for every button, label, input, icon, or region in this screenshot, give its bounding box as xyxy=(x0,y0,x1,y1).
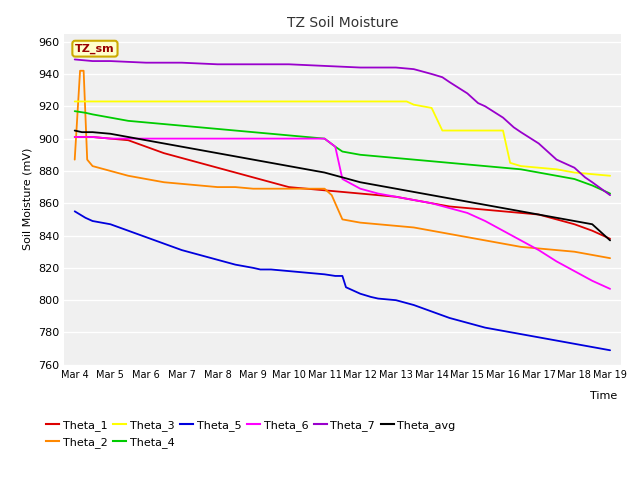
Y-axis label: Soil Moisture (mV): Soil Moisture (mV) xyxy=(22,148,33,251)
Text: TZ_sm: TZ_sm xyxy=(75,44,115,54)
Legend: Theta_1, Theta_2, Theta_3, Theta_4, Theta_5, Theta_6, Theta_7, Theta_avg: Theta_1, Theta_2, Theta_3, Theta_4, Thet… xyxy=(42,416,460,452)
X-axis label: Time: Time xyxy=(591,391,618,401)
Title: TZ Soil Moisture: TZ Soil Moisture xyxy=(287,16,398,30)
